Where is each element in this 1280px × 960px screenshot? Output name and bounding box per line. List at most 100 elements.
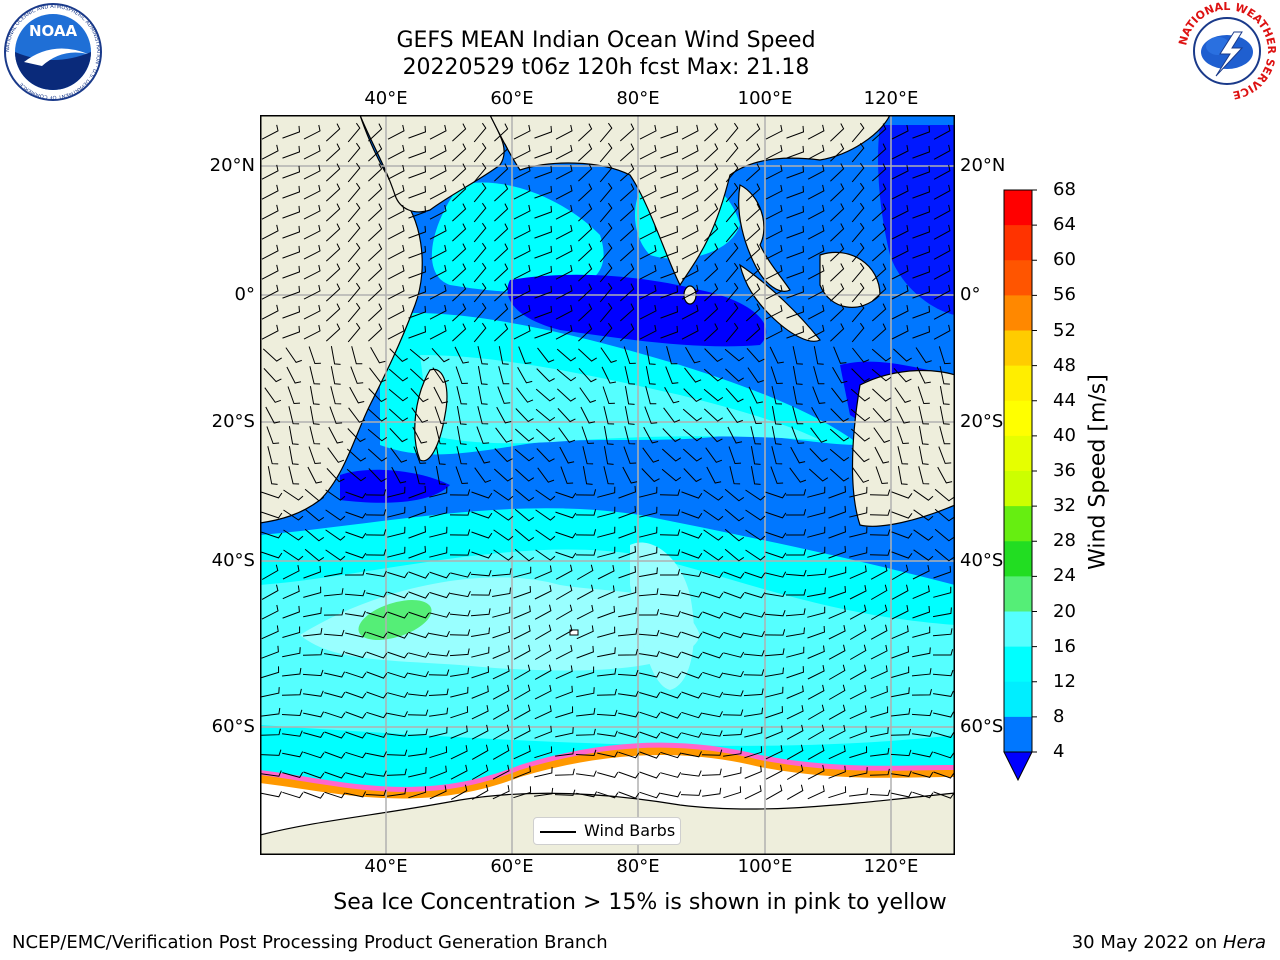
wind-barb — [555, 584, 573, 600]
wind-barb — [601, 366, 616, 384]
wind-barb — [429, 630, 450, 638]
wind-barb — [619, 183, 635, 202]
wind-barb — [704, 303, 719, 322]
wind-barb — [386, 768, 407, 776]
wind-barb — [261, 264, 279, 280]
wind-barb — [558, 427, 576, 443]
wind-barb — [282, 325, 301, 339]
wind-barb — [576, 604, 594, 620]
wind-barb — [704, 203, 719, 222]
wind-barb — [849, 767, 868, 778]
wind-barb — [555, 491, 577, 499]
map-subtitle: 20220529 t06z 120h fcst Max: 21.18 — [402, 55, 810, 80]
wind-barb — [786, 265, 805, 279]
wind-barb — [681, 631, 703, 639]
wind-barb — [347, 262, 361, 283]
wind-barb — [939, 386, 950, 405]
wind-barb — [769, 346, 784, 364]
wind-barb — [303, 164, 321, 180]
wind-barb — [786, 509, 807, 516]
wind-barb — [891, 285, 909, 300]
wind-barb — [618, 505, 637, 519]
wind-barb — [517, 366, 533, 384]
wind-barb — [765, 725, 783, 739]
wind-barb — [513, 585, 532, 599]
wind-barb — [345, 711, 367, 719]
wind-barb — [765, 764, 783, 780]
wind-barb — [408, 505, 427, 519]
colorbar-label: 60 — [1053, 249, 1076, 271]
wind-barb — [660, 205, 679, 219]
wind-barb — [349, 386, 365, 404]
wind-barb — [807, 204, 825, 220]
wind-barb — [282, 285, 301, 299]
wind-barb — [260, 728, 281, 736]
wind-barb — [786, 724, 804, 740]
wind-barb — [828, 505, 847, 519]
wind-barb — [665, 366, 679, 384]
wind-barb — [619, 243, 635, 262]
wind-barb — [833, 346, 847, 364]
wind-barb — [786, 764, 804, 780]
wind-barb — [282, 125, 301, 139]
wind-barb — [496, 406, 512, 424]
wind-barb — [581, 426, 595, 445]
wind-barb — [513, 224, 531, 240]
wind-barb — [765, 184, 783, 200]
wind-barb — [348, 407, 366, 423]
wind-barb — [408, 305, 427, 319]
wind-barb — [492, 785, 510, 800]
wind-barb — [261, 707, 281, 717]
wind-barb — [497, 386, 511, 404]
wind-barb — [619, 283, 635, 302]
wind-barb — [473, 142, 487, 163]
wind-barb — [452, 243, 467, 262]
wind-barb — [682, 408, 703, 422]
wind-barb — [660, 631, 682, 638]
wind-barb — [870, 747, 890, 757]
wind-barb — [912, 265, 931, 279]
wind-barb — [871, 123, 887, 142]
wind-barb — [409, 368, 429, 382]
wind-barb — [473, 302, 487, 323]
wind-barb — [724, 488, 745, 502]
wind-barb — [934, 548, 954, 562]
wind-barb — [387, 591, 409, 599]
wind-barb — [324, 751, 346, 759]
wind-barb — [810, 427, 828, 443]
wind-barb — [828, 566, 847, 578]
wind-barb — [871, 283, 887, 302]
wind-barb — [849, 684, 867, 700]
wind-barb — [770, 366, 783, 385]
wind-barb — [828, 485, 847, 499]
wind-barb — [619, 203, 635, 222]
wind-barb — [450, 571, 472, 578]
wind-barb — [660, 771, 682, 778]
wind-barb — [890, 728, 911, 736]
wind-barb — [578, 123, 593, 142]
footer-date: 30 May 2022 on Hera — [1072, 932, 1266, 953]
wind-barb — [471, 764, 489, 780]
wind-barb — [638, 588, 659, 597]
wind-barb — [765, 531, 787, 539]
wind-barb — [345, 771, 367, 778]
wind-barb — [639, 144, 657, 160]
wind-barb — [514, 428, 535, 442]
wind-barb — [597, 546, 616, 558]
wind-barb — [765, 590, 786, 598]
wind-barb — [681, 711, 703, 719]
wind-barb — [869, 529, 891, 536]
colorbar-segment — [1004, 506, 1032, 542]
wind-barb — [450, 784, 468, 800]
wind-barb — [891, 770, 912, 777]
wind-barb — [849, 546, 868, 558]
wind-barb — [536, 448, 555, 463]
wind-barb — [283, 489, 304, 501]
wind-barb — [261, 791, 282, 798]
lon-tick-top-120e: 120°E — [863, 88, 919, 109]
wind-barb — [725, 162, 739, 183]
wind-barb — [744, 611, 766, 618]
wind-barb — [812, 386, 826, 404]
wind-barb — [828, 644, 846, 660]
wind-barb — [912, 125, 931, 139]
